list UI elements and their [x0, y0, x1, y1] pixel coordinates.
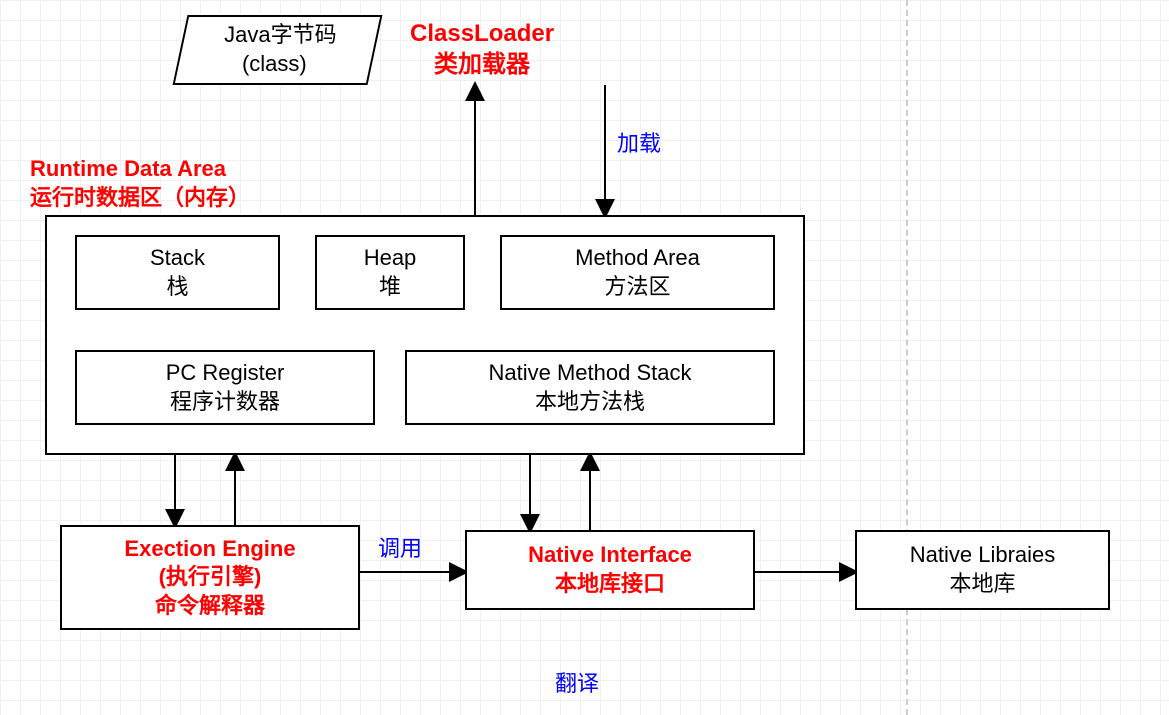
exec-line3: 命令解释器: [155, 592, 265, 621]
call-label: 调用: [378, 535, 422, 564]
nms-line1: Native Method Stack: [489, 359, 692, 388]
method-line1: Method Area: [575, 244, 700, 273]
bytecode-node: Java字节码 (class): [173, 15, 383, 85]
pc-line1: PC Register: [166, 359, 285, 388]
method-line2: 方法区: [604, 273, 670, 302]
stack-node: Stack 栈: [75, 235, 280, 310]
ni-line2: 本地库接口: [555, 570, 665, 599]
exec-line1: Exection Engine: [124, 535, 295, 564]
nl-line1: Native Libraies: [910, 541, 1056, 570]
runtime-data-area-label: Runtime Data Area 运行时数据区（内存）: [30, 155, 250, 212]
pc-line2: 程序计数器: [170, 388, 280, 417]
load-label: 加载: [617, 130, 661, 159]
bytecode-line1: Java字节码: [224, 21, 336, 50]
heap-line1: Heap: [364, 244, 417, 273]
heap-node: Heap 堆: [315, 235, 465, 310]
classloader-line2: 类加载器: [410, 49, 554, 80]
exec-line2: (执行引擎): [159, 563, 262, 592]
runtime-line2: 运行时数据区（内存）: [30, 184, 250, 213]
runtime-line1: Runtime Data Area: [30, 155, 250, 184]
native-libraries-node: Native Libraies 本地库: [855, 530, 1110, 610]
native-interface-node: Native Interface 本地库接口: [465, 530, 755, 610]
heap-line2: 堆: [379, 273, 401, 302]
stack-line1: Stack: [150, 244, 205, 273]
stack-line2: 栈: [166, 273, 188, 302]
classloader-line1: ClassLoader: [410, 18, 554, 49]
ni-line1: Native Interface: [528, 541, 692, 570]
execution-engine-node: Exection Engine (执行引擎) 命令解释器: [60, 525, 360, 630]
translate-label: 翻译: [555, 670, 599, 699]
nms-line2: 本地方法栈: [535, 388, 645, 417]
classloader-label: ClassLoader 类加载器: [410, 18, 554, 80]
native-method-stack-node: Native Method Stack 本地方法栈: [405, 350, 775, 425]
nl-line2: 本地库: [949, 570, 1015, 599]
pc-register-node: PC Register 程序计数器: [75, 350, 375, 425]
method-area-node: Method Area 方法区: [500, 235, 775, 310]
bytecode-line2: (class): [242, 50, 307, 79]
